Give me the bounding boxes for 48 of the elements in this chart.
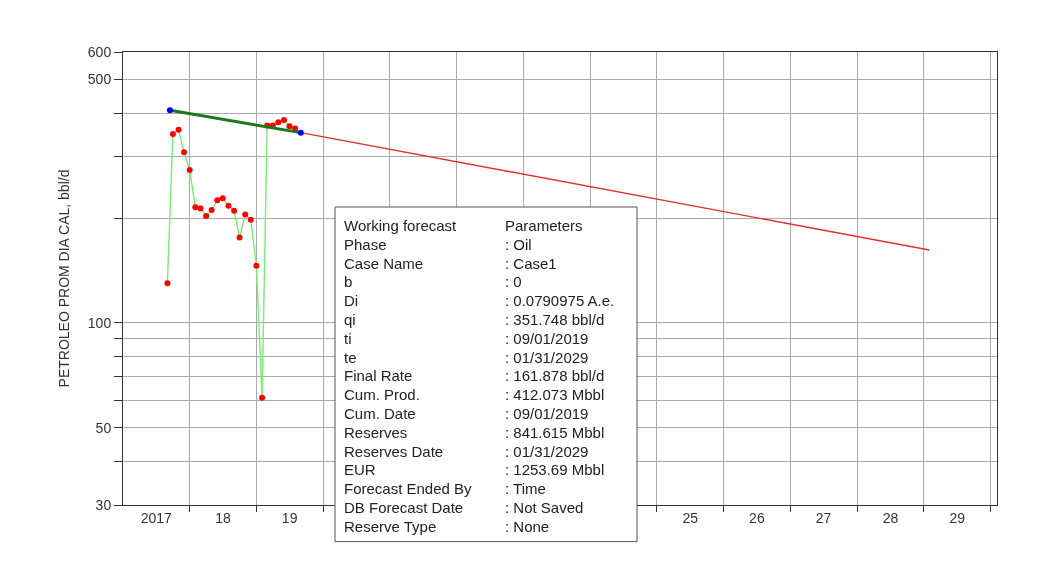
x-tick-label: 18 xyxy=(215,509,231,526)
y-tick-label: 100 xyxy=(87,314,112,331)
annotation: : 841.615 Mbbl xyxy=(505,424,605,441)
y-tick-label: 500 xyxy=(87,71,112,88)
annotation: te xyxy=(344,349,357,366)
x-tick-label: 28 xyxy=(882,509,899,526)
annotation: : 351.748 bbl/d xyxy=(505,311,605,328)
annotation: Working forecast xyxy=(344,217,458,234)
x-tick-label: 26 xyxy=(749,509,765,526)
x-tick-label: 19 xyxy=(281,509,298,526)
text: : None xyxy=(505,518,550,535)
x-tick-label: 2017 xyxy=(140,509,173,526)
annotation: EUR xyxy=(344,461,376,478)
annotation: : 0.0790975 A.e. xyxy=(505,292,615,309)
annotation: : Oil xyxy=(505,236,532,253)
annotation: : 161.878 bbl/d xyxy=(505,367,605,384)
x-tick-label: 29 xyxy=(949,509,966,526)
annotation: Final Rate xyxy=(344,367,413,384)
annotation: : Time xyxy=(505,480,546,497)
annotation: : 1253.69 Mbbl xyxy=(505,461,605,478)
annotation: : 01/31/2029 xyxy=(505,443,589,460)
y-tick-label: 30 xyxy=(95,496,112,513)
annotation: Phase xyxy=(344,236,387,253)
annotation: : 412.073 Mbbl xyxy=(505,386,605,403)
y-axis-title: PETROLEO PROM DIA CAL, bbl/d xyxy=(56,169,73,388)
annotation: Reserves xyxy=(344,424,408,441)
annotation: : 09/01/2019 xyxy=(505,405,589,422)
y-tick-label: 600 xyxy=(87,43,112,60)
annotation: : Case1 xyxy=(505,255,557,272)
annotation: : Not Saved xyxy=(505,499,584,516)
annotation: : 0 xyxy=(505,273,522,290)
text: Reserve Type xyxy=(344,518,437,535)
annotation: Di xyxy=(344,292,359,309)
annotation: DB Forecast Date xyxy=(344,499,464,516)
annotation: Cum. Date xyxy=(344,405,416,422)
annotation: Forecast Ended By xyxy=(344,480,473,497)
annotation: Reserves Date xyxy=(344,443,444,460)
x-tick-label: 25 xyxy=(682,509,699,526)
annotation: b xyxy=(344,273,353,290)
annotation: Case Name xyxy=(344,255,424,272)
annotation: ti xyxy=(344,330,352,347)
y-tick-label: 50 xyxy=(95,419,112,436)
x-tick-label: 27 xyxy=(815,509,832,526)
annotation: : 09/01/2019 xyxy=(505,330,589,347)
annotation: Parameters xyxy=(505,217,583,234)
annotation: qi xyxy=(344,311,356,328)
annotation: Cum. Prod. xyxy=(344,386,420,403)
annotation: : 01/31/2029 xyxy=(505,349,589,366)
